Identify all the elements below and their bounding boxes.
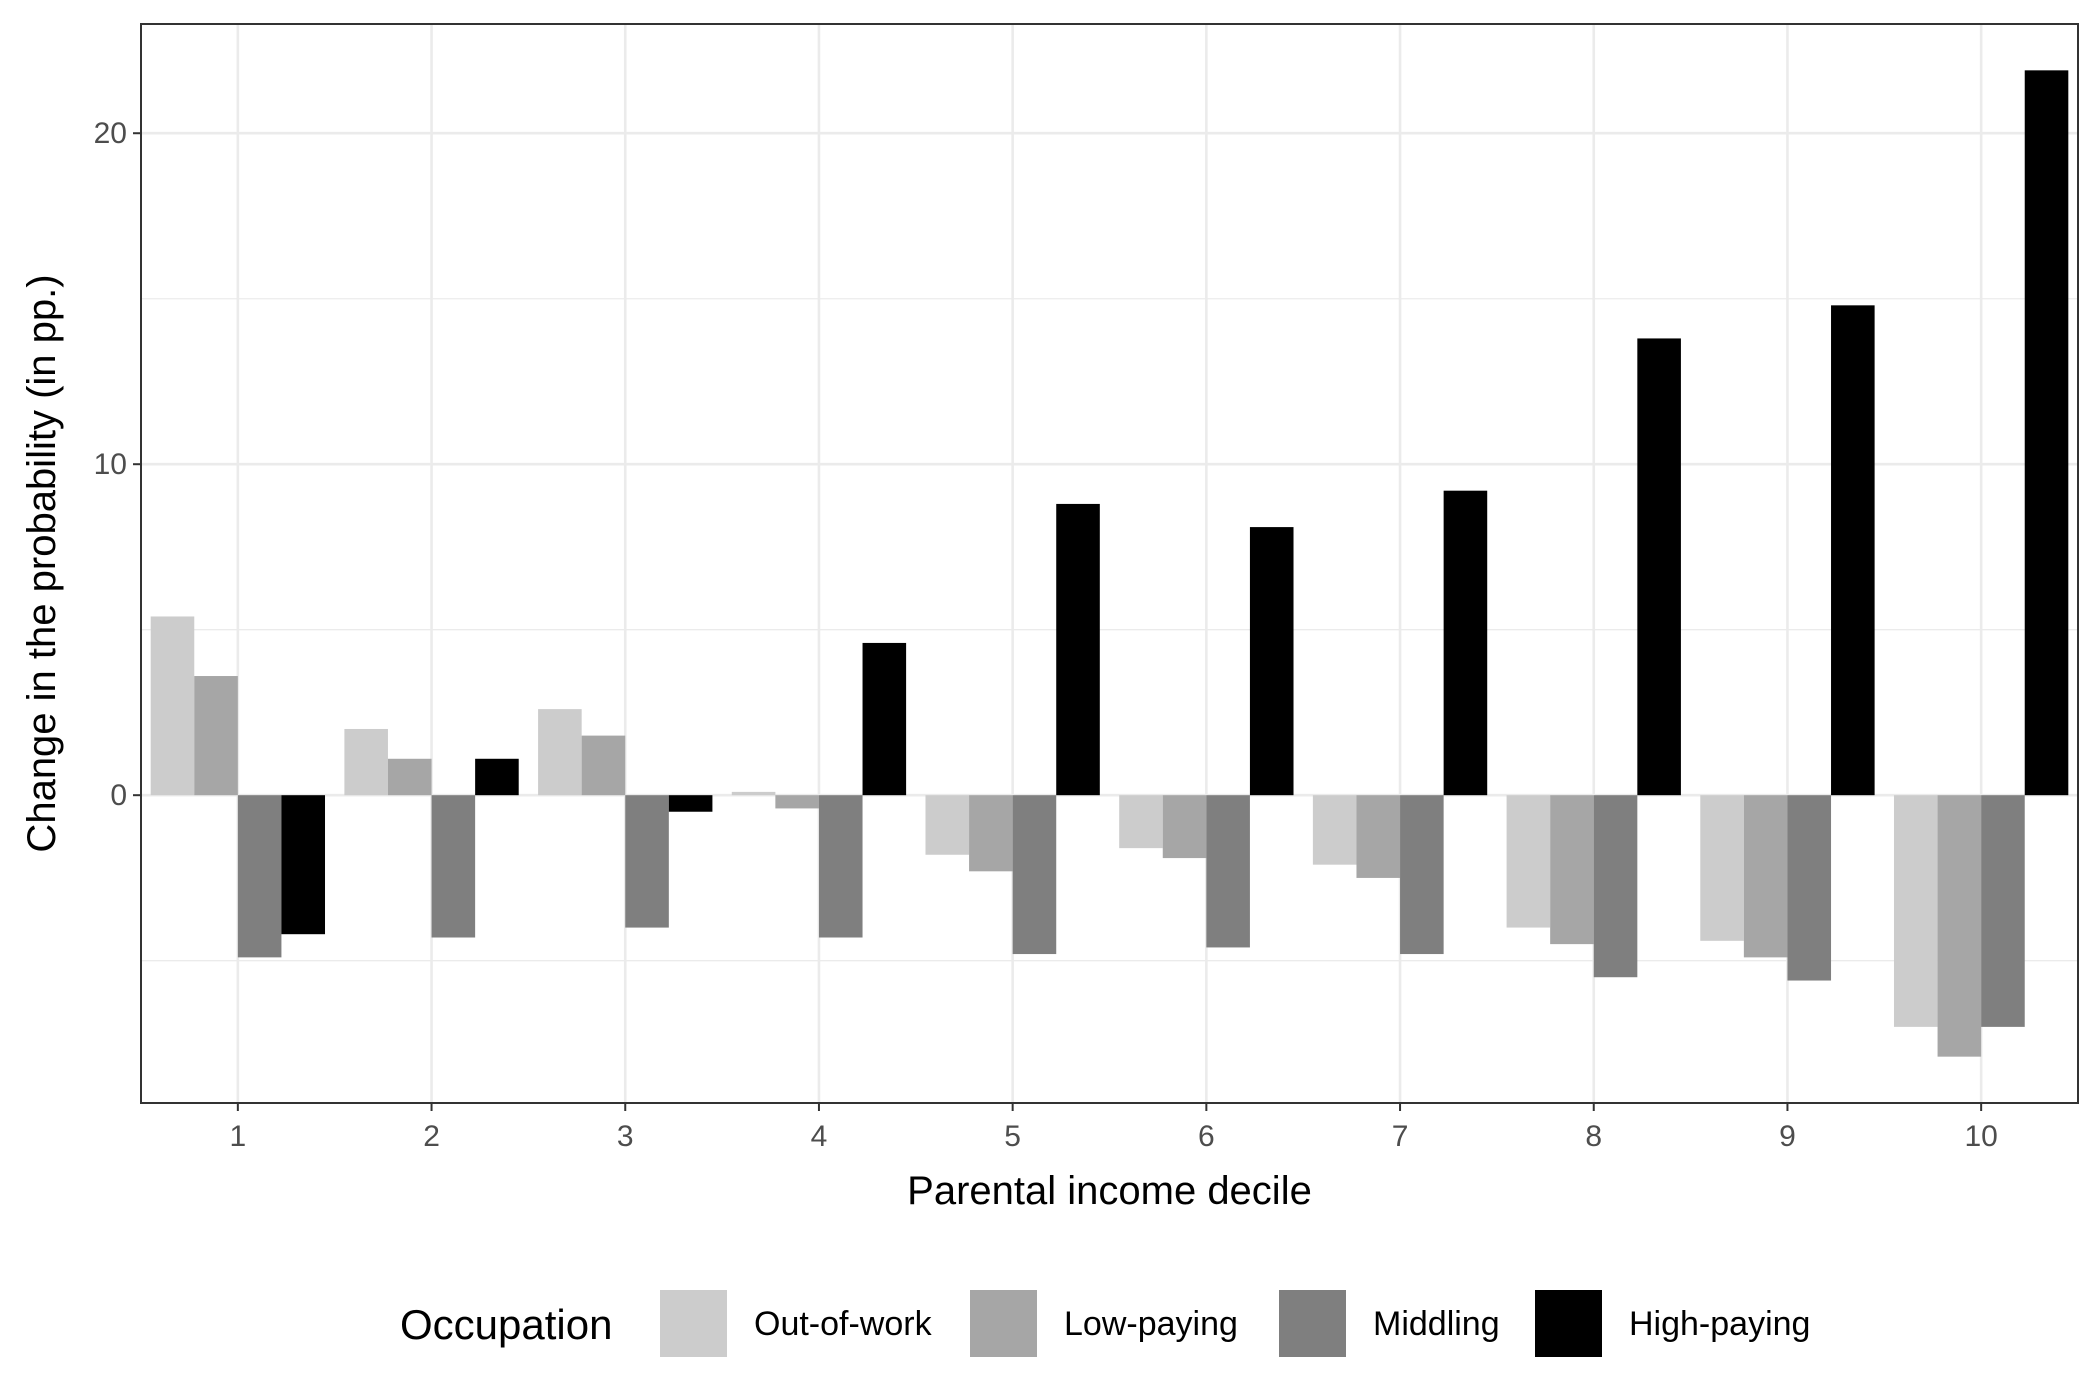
y-axis-title: Change in the probability (in pp.) xyxy=(20,274,64,852)
x-tick-label: 8 xyxy=(1585,1120,1602,1153)
bar xyxy=(194,676,238,796)
bar xyxy=(775,795,819,809)
bar xyxy=(862,642,907,796)
legend-key xyxy=(1535,1290,1602,1357)
legend-label: High-paying xyxy=(1629,1305,1810,1343)
y-tick-label: 20 xyxy=(94,117,127,150)
bar xyxy=(387,758,432,796)
bar xyxy=(1312,795,1357,865)
x-tick-label: 3 xyxy=(617,1120,634,1153)
x-tick-label: 9 xyxy=(1779,1120,1796,1153)
bar xyxy=(281,795,326,935)
bar xyxy=(1700,795,1744,941)
panel-border xyxy=(140,23,2079,1104)
bar xyxy=(1249,527,1294,796)
bar xyxy=(150,616,195,796)
x-tick-label: 1 xyxy=(230,1120,247,1153)
legend-label: Low-paying xyxy=(1064,1305,1238,1343)
legend-key xyxy=(970,1290,1037,1357)
bar xyxy=(2024,70,2069,796)
bar xyxy=(475,758,519,796)
legend-key xyxy=(1279,1290,1346,1357)
bar xyxy=(1831,305,1875,796)
bar xyxy=(1637,338,1681,796)
bar xyxy=(581,735,626,796)
bar xyxy=(1443,490,1488,796)
bar xyxy=(431,795,476,938)
bar xyxy=(925,795,970,855)
bar xyxy=(1162,795,1207,859)
legend-label: Middling xyxy=(1373,1305,1500,1343)
x-tick-label: 5 xyxy=(1004,1120,1021,1153)
x-axis-title: Parental income decile xyxy=(907,1169,1312,1213)
y-tick-label: 10 xyxy=(94,448,127,481)
bar xyxy=(1787,795,1832,981)
legend-label: Out-of-work xyxy=(754,1305,933,1343)
bar xyxy=(1056,503,1100,796)
bar xyxy=(1206,795,1250,948)
bar xyxy=(1506,795,1551,928)
bar xyxy=(1400,795,1444,955)
bar xyxy=(668,795,713,812)
bar xyxy=(1893,795,1938,1027)
bar xyxy=(1012,795,1057,955)
y-tick-label: 0 xyxy=(110,779,127,812)
bar xyxy=(1937,795,1982,1057)
bars xyxy=(150,70,2069,1057)
x-tick-label: 2 xyxy=(423,1120,440,1153)
axes: 0 10 20 1 2 3 4 5 6 7 8 9 10 xyxy=(94,117,1998,1153)
x-tick-label: 6 xyxy=(1198,1120,1215,1153)
bar xyxy=(731,791,776,796)
bar xyxy=(1550,795,1594,945)
bar xyxy=(1356,795,1401,878)
bar xyxy=(538,709,582,796)
bar xyxy=(1593,795,1638,978)
bar xyxy=(1119,795,1163,849)
bar xyxy=(237,795,282,958)
x-tick-label: 4 xyxy=(811,1120,828,1153)
bar xyxy=(625,795,669,928)
bar xyxy=(1981,795,2025,1027)
bar xyxy=(818,795,863,938)
x-tick-label: 7 xyxy=(1392,1120,1409,1153)
legend-title: Occupation xyxy=(400,1301,612,1348)
x-tick-label: 10 xyxy=(1964,1120,1997,1153)
legend-key xyxy=(660,1290,727,1357)
legend: Occupation Out-of-work Low-paying Middling… xyxy=(400,1290,1810,1357)
bar xyxy=(344,728,388,796)
bar xyxy=(969,795,1013,872)
bar xyxy=(1743,795,1788,958)
